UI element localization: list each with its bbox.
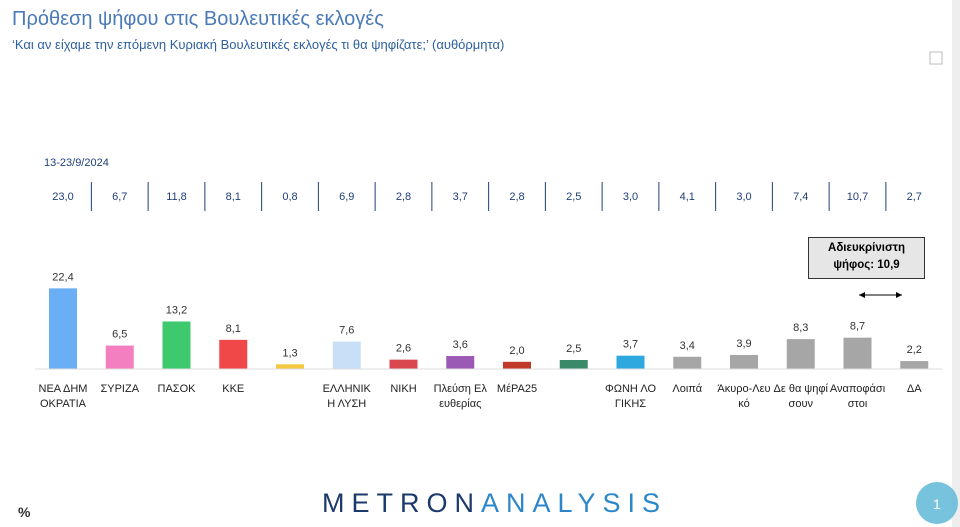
category-label: ΚΚΕ <box>222 383 245 395</box>
page-circle <box>916 482 958 524</box>
category-label: Δε θα ψηφίσουν <box>773 383 828 410</box>
category-label: ΝΙΚΗ <box>390 383 417 395</box>
bar <box>446 356 475 369</box>
brand-a: METRON <box>322 488 481 518</box>
previous-value: 23,0 <box>52 191 73 203</box>
category-label: Λοιπά <box>672 383 703 395</box>
previous-value: 6,9 <box>339 191 354 203</box>
page-number: 1 <box>933 496 941 512</box>
value-label: 2,2 <box>907 344 922 356</box>
unit-label: % <box>18 504 31 520</box>
category-label: ΜέΡΑ25 <box>496 383 538 395</box>
previous-value: 2,5 <box>566 191 581 203</box>
value-label: 2,6 <box>396 343 411 355</box>
bar <box>730 354 758 369</box>
value-label: 1,3 <box>282 347 297 359</box>
previous-value: 3,7 <box>453 191 468 203</box>
category-label: Άκυρο-Λευκό <box>717 383 771 410</box>
bar <box>559 360 588 369</box>
bar <box>900 361 929 369</box>
value-label: 2,0 <box>509 345 524 357</box>
bar <box>673 356 702 369</box>
bar <box>162 321 191 369</box>
series-label: 13-23/9/2024 <box>44 157 109 169</box>
category-label: ΝΕΑ ΔΗΜΟΚΡΑΤΙΑ <box>38 383 88 410</box>
previous-value: 3,0 <box>623 191 638 203</box>
bar <box>49 288 77 369</box>
bar <box>276 364 304 369</box>
previous-value: 3,0 <box>736 191 751 203</box>
category-label: Πλεύση Ελευθερίας <box>433 383 487 410</box>
previous-value: 2,8 <box>509 191 524 203</box>
value-label: 3,6 <box>453 339 468 351</box>
previous-value: 6,7 <box>112 191 127 203</box>
previous-value: 8,1 <box>226 191 241 203</box>
brand: METRONANALYSIS <box>322 488 667 519</box>
bar <box>105 345 134 369</box>
bar <box>219 339 248 369</box>
category-label: Αναποφάσιστοι <box>829 383 886 410</box>
value-label: 22,4 <box>52 271 73 283</box>
category-label: ΣΥΡΙΖΑ <box>100 383 140 395</box>
value-label: 7,6 <box>339 325 354 337</box>
annotation: Αδιευκρίνιστη ψήφος: 10,9 <box>808 237 925 279</box>
category-label: ΕΛΛΗΝΙΚΗ ΛΥΣΗ <box>322 383 371 410</box>
previous-value: 11,8 <box>166 191 187 203</box>
bar <box>503 361 531 369</box>
brand-b: ANALYSIS <box>481 488 668 518</box>
bar <box>389 359 418 369</box>
previous-value: 0,8 <box>282 191 297 203</box>
bar <box>843 337 872 369</box>
bar <box>786 339 815 369</box>
previous-value: 2,7 <box>907 191 922 203</box>
bar <box>332 341 361 369</box>
value-label: 8,7 <box>850 321 865 333</box>
value-label: 3,7 <box>623 339 638 351</box>
previous-value: 7,4 <box>793 191 808 203</box>
value-label: 6,5 <box>112 329 127 341</box>
subtitle: ‘Και αν είχαμε την επόμενη Κυριακή Βουλε… <box>12 37 505 52</box>
bar <box>616 355 645 369</box>
previous-value: 4,1 <box>680 191 695 203</box>
previous-value: 10,7 <box>847 191 868 203</box>
value-label: 2,5 <box>566 343 581 355</box>
value-label: 3,9 <box>736 338 751 350</box>
category-label: ΠΑΣΟΚ <box>157 383 196 395</box>
value-label: 3,4 <box>680 340 695 352</box>
previous-value: 2,8 <box>396 191 411 203</box>
category-label: ΦΩΝΗ ΛΟΓΙΚΗΣ <box>604 383 656 410</box>
value-label: 8,1 <box>226 323 241 335</box>
title: Πρόθεση ψήφου στις Βουλευτικές εκλογές <box>12 8 384 30</box>
category-label: ΔΑ <box>906 383 922 395</box>
value-label: 13,2 <box>166 304 187 316</box>
edge <box>952 0 960 527</box>
icon <box>929 51 943 65</box>
value-label: 8,3 <box>793 322 808 334</box>
